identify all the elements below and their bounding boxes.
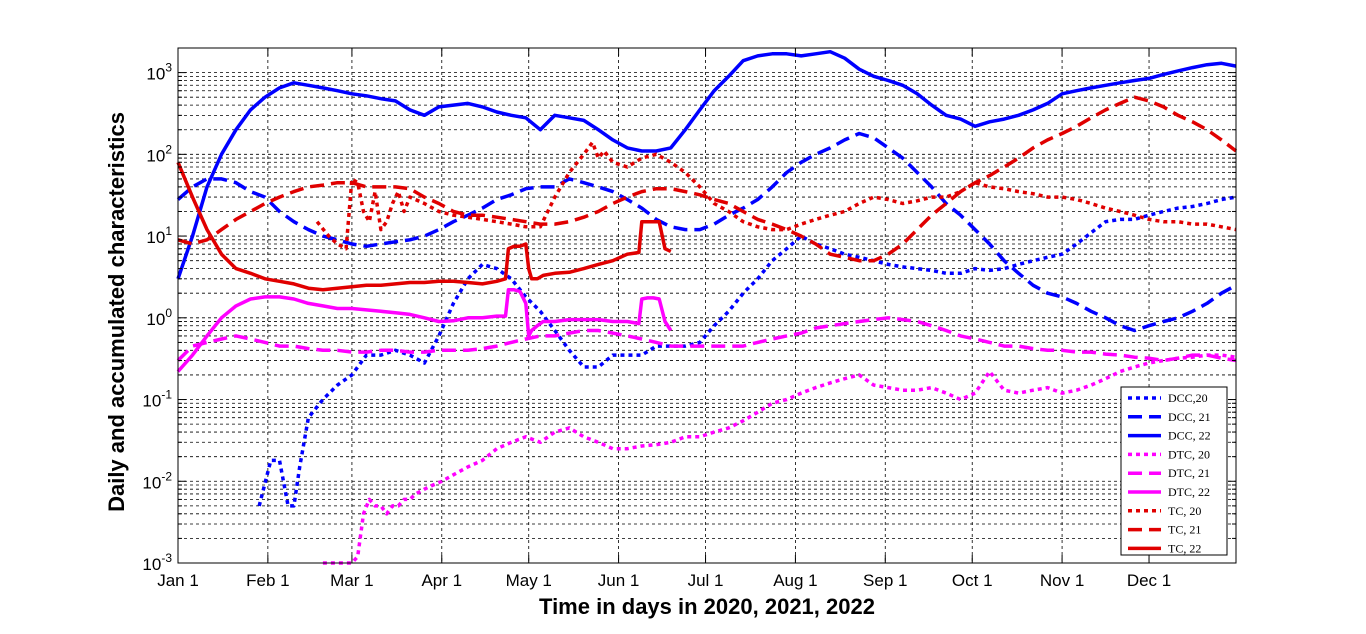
x-axis-label: Time in days in 2020, 2021, 2022 [539,594,875,619]
legend-label-3: DTC, 20 [1168,447,1210,461]
series-line-2 [176,49,1237,280]
axis-ticks: Jan 1 Feb 1 Mar 1 Apr 1 May 1 Jun 1 Jul 1 Aug 1… [142,47,1236,590]
legend-box [1120,386,1228,556]
y-tick-label: 10-1 [142,388,172,411]
x-tick-label: Aug 1 [773,571,817,590]
legend: DCC,20 DCC, 21 DCC, 22 DTC, 20 DTC, 21 DTC, 2… [1120,386,1228,556]
legend-label-1: DCC, 21 [1168,410,1211,424]
x-tick-label: Jun 1 [598,571,640,590]
x-tick-label: Oct 1 [952,571,993,590]
series-line-1 [176,131,1237,333]
plot-frame [177,47,1237,564]
y-tick-label: 103 [146,61,172,84]
x-tick-label: Jan 1 [157,571,199,590]
x-tick-label: Apr 1 [421,571,462,590]
legend-label-6: TC, 20 [1168,504,1201,518]
series-line-8 [176,161,672,292]
series-line-3 [322,353,1237,565]
y-tick-label: 101 [146,224,172,247]
legend-label-0: DCC,20 [1168,391,1208,405]
y-tick-label: 102 [146,142,172,165]
x-tick-label: Sep 1 [863,571,907,590]
y-tick-label: 10-2 [142,469,172,492]
x-tick-label: Mar 1 [330,571,373,590]
series-line-7 [177,95,1238,263]
series-lines [176,49,1238,565]
y-tick-label: 100 [146,306,172,329]
x-tick-label: Nov 1 [1040,571,1084,590]
y-tick-label: 10-3 [142,551,172,574]
grid-lines [177,47,1236,564]
legend-label-2: DCC, 22 [1168,429,1211,443]
x-tick-label: Feb 1 [246,571,289,590]
x-tick-label: May 1 [506,571,552,590]
series-line-5 [176,288,673,373]
y-axis-label: Daily and accumulated characteristics [104,112,129,512]
x-tick-label: Dec 1 [1127,571,1171,590]
x-tick-label: Jul 1 [688,571,724,590]
legend-label-8: TC, 22 [1168,541,1201,555]
legend-label-7: TC, 21 [1168,523,1201,537]
legend-label-5: DTC, 22 [1168,485,1210,499]
legend-label-4: DTC, 21 [1168,466,1210,480]
series-line-6 [315,140,1237,251]
